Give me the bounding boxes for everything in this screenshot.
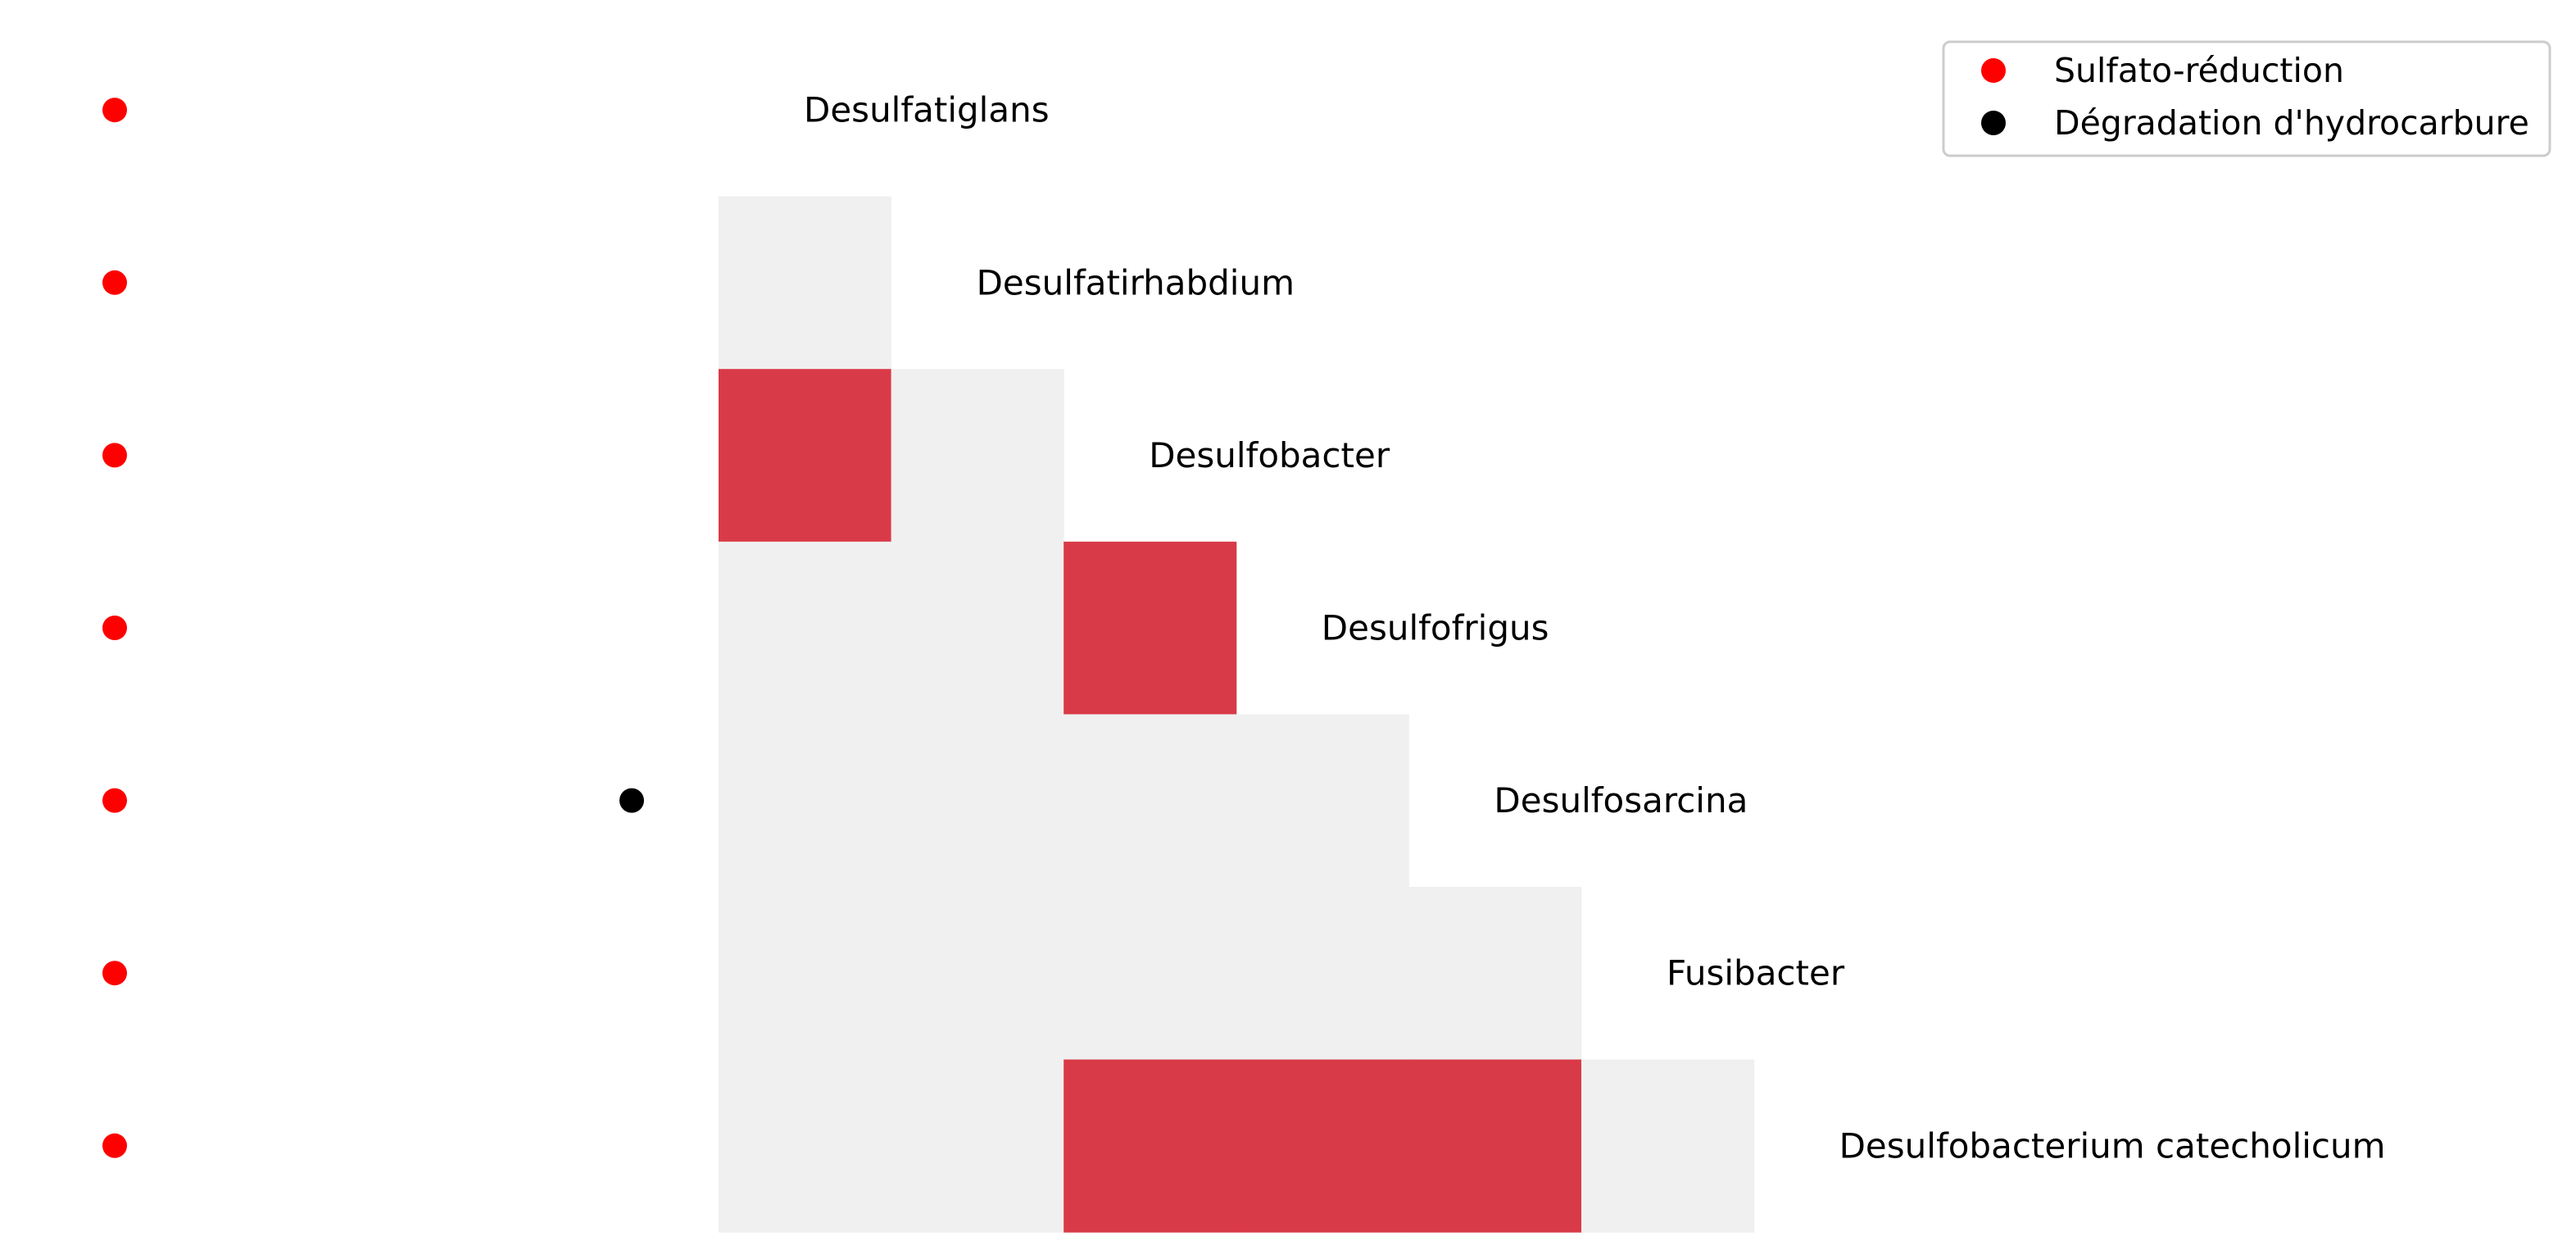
heatmap-cell-r5-c0	[719, 887, 892, 1061]
taxon-label-fusibacter: Fusibacter	[1667, 953, 1845, 993]
heatmap-cell-r6-c4	[1408, 1059, 1582, 1233]
trait-marker-sulfato-reduction-desulfatiglans	[102, 98, 127, 123]
trait-marker-sulfato-reduction-desulfobacter	[102, 443, 127, 468]
taxon-label-desulfatiglans: Desulfatiglans	[804, 90, 1050, 130]
trait-marker-degradation-d-hydrocarbure-desulfosarcina	[619, 788, 644, 813]
heatmap-cell-r4-c3	[1236, 714, 1409, 888]
heatmap-cell-r3-c1	[891, 541, 1064, 715]
trait-marker-sulfato-reduction-desulfosarcina	[102, 788, 127, 813]
heatmap-cell-r6-c5	[1581, 1059, 1755, 1233]
heatmap-cell-r6-c1	[891, 1059, 1064, 1233]
taxon-label-desulfobacter: Desulfobacter	[1149, 435, 1390, 475]
heatmap-cell-r6-c2	[1064, 1059, 1237, 1233]
heatmap-cell-r5-c3	[1236, 887, 1409, 1061]
heatmap-cell-r4-c2	[1064, 714, 1237, 888]
heatmap-cell-r4-c1	[891, 714, 1064, 888]
heatmap-cell-r2-c0	[719, 369, 892, 543]
taxon-label-desulfatirhabdium: Desulfatirhabdium	[977, 262, 1295, 302]
taxon-labels: Desulfatiglans Desulfatirhabdium Desulfoba…	[804, 90, 2386, 1166]
heatmap-cells	[719, 196, 1755, 1233]
trait-markers	[102, 98, 644, 1158]
legend-marker-sulfato-reduction	[1981, 58, 2006, 83]
taxon-label-desulfofrigus: Desulfofrigus	[1322, 608, 1549, 648]
heatmap-cell-r4-c0	[719, 714, 892, 888]
heatmap-cell-r5-c4	[1408, 887, 1582, 1061]
legend-marker-hydrocarbon-degradation	[1981, 111, 2006, 135]
trait-marker-sulfato-reduction-desulfobacterium-catecholicum	[102, 1133, 127, 1158]
taxon-label-desulfobacterium-catecholicum: Desulfobacterium catecholicum	[1839, 1125, 2386, 1166]
heatmap-cell-r3-c0	[719, 541, 892, 715]
taxon-label-desulfosarcina: Desulfosarcina	[1494, 780, 1748, 820]
trait-marker-sulfato-reduction-desulfatirhabdium	[102, 270, 127, 295]
heatmap-cell-r2-c1	[891, 369, 1064, 543]
heatmap-cell-r6-c3	[1236, 1059, 1409, 1233]
heatmap-cell-r6-c0	[719, 1059, 892, 1233]
legend: Sulfato-réduction Dégradation d'hydrocar…	[1942, 40, 2551, 157]
legend-label-sulfato-reduction: Sulfato-réduction	[2054, 51, 2344, 90]
heatmap-cell-r5-c2	[1064, 887, 1237, 1061]
heatmap-cell-r3-c2	[1064, 541, 1237, 715]
heatmap-cell-r5-c1	[891, 887, 1064, 1061]
heatmap-cell-r1-c0	[719, 196, 892, 370]
trait-marker-sulfato-reduction-desulfofrigus	[102, 616, 127, 640]
trait-marker-sulfato-reduction-fusibacter	[102, 961, 127, 986]
legend-box	[1942, 40, 2551, 157]
legend-label-hydrocarbon-degradation: Dégradation d'hydrocarbure	[2054, 103, 2529, 143]
